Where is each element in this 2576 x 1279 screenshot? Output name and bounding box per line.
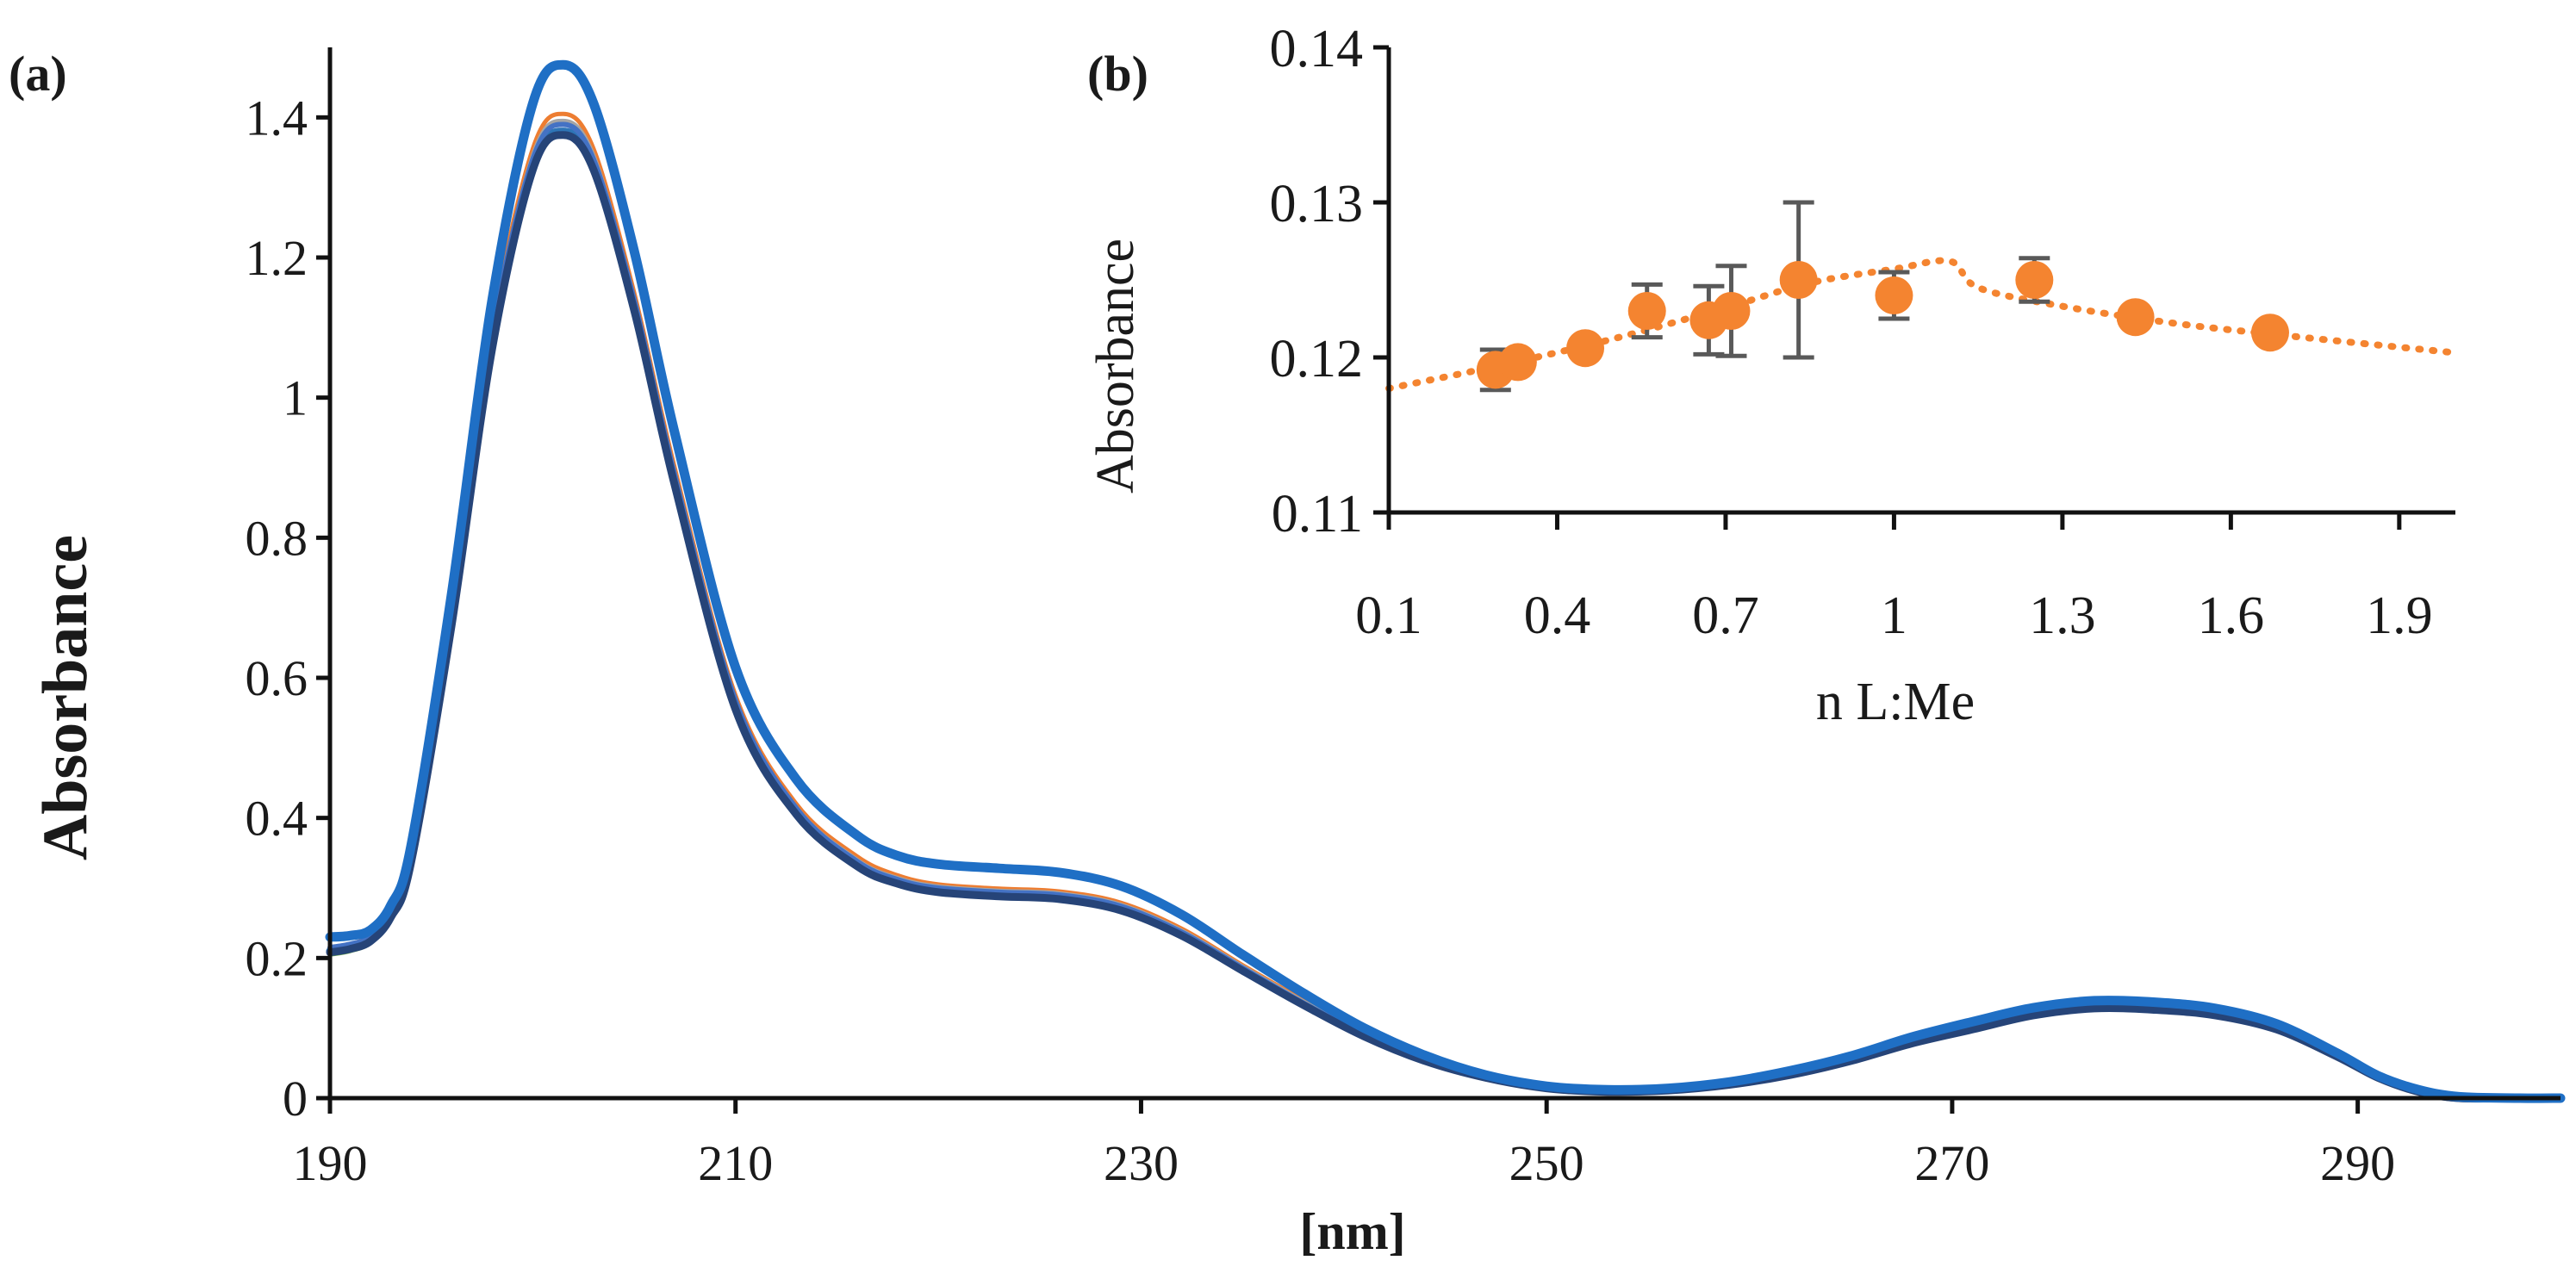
panel-b-axes (1386, 47, 2455, 515)
panel-a-ytick-label: 1.4 (246, 90, 308, 146)
panel-b-xtick-label: 1.3 (2029, 587, 2096, 645)
panel-b-ytick-label: 0.13 (1270, 175, 1364, 233)
panel-a-series-6-line (326, 131, 2565, 1103)
panel-a-ytick-label: 1 (283, 370, 308, 426)
panel-b-ylabel: Absorbance (1086, 239, 1145, 494)
panel-a-ytick-label: 0.2 (246, 930, 308, 986)
panel-b-xtick-label: 1.9 (2366, 587, 2433, 645)
panel-b-data-point (1779, 261, 1818, 299)
panel-b-data-point (2250, 314, 2289, 352)
panel-a-xlabel: [nm] (1299, 1203, 1405, 1260)
panel-b-data-point (1566, 329, 1605, 368)
panel-a-xtick-label: 290 (2320, 1135, 2395, 1191)
panel-a-ticks: 0 0.2 0.4 0.6 0.8 1 1.2 1.4 190 210 230 250 270 290 (246, 90, 2396, 1191)
panel-b-points (1476, 200, 2289, 393)
panel-b-xtick-label: 1.6 (2198, 587, 2265, 645)
panel-b-xtick-label: 1 (1881, 587, 1907, 645)
inset-background (1068, 26, 2572, 689)
panel-a-label: (a) (9, 46, 67, 102)
panel-b-label: (b) (1087, 46, 1148, 102)
panel-a-xtick-label: 210 (698, 1135, 773, 1191)
panel-a-axes (327, 47, 2560, 1101)
panel-b-ticks: 0.11 0.12 0.13 0.14 0.1 0.4 0.7 1 1.3 1.6 1.9 (1270, 20, 2433, 645)
panel-a-xtick-label: 250 (1509, 1135, 1584, 1191)
panel-a-xtick-label: 230 (1104, 1135, 1179, 1191)
panel-b-ytick-label: 0.11 (1272, 485, 1363, 543)
panel-b-xtick-label: 0.1 (1355, 587, 1422, 645)
panel-a-ylabel: Absorbance (30, 535, 101, 860)
panel-b-ytick-label: 0.14 (1270, 20, 1364, 78)
panel-b-data-point (1627, 292, 1666, 330)
panel-a-series (325, 59, 2566, 1103)
panel-b-xlabel: n L:Me (1816, 673, 1975, 731)
panel-a-ytick-label: 0.4 (246, 791, 308, 847)
panel-b-ytick-label: 0.12 (1270, 330, 1364, 388)
panel-a-series-7-line (325, 59, 2566, 1103)
panel-b-data-point (1712, 292, 1751, 330)
panel-b-data-point (2116, 298, 2155, 337)
panel-b-data-point (1498, 343, 1537, 382)
panel-b-xtick-label: 0.7 (1692, 587, 1759, 645)
panel-b-data-point (1875, 276, 1913, 314)
panel-a-ytick-label: 0.8 (246, 510, 308, 566)
panel-a-xtick-label: 270 (1914, 1135, 1989, 1191)
panel-b-xtick-label: 0.4 (1524, 587, 1591, 645)
panel-a-xtick-label: 190 (293, 1135, 368, 1191)
panel-a-ytick-label: 0 (283, 1071, 308, 1127)
panel-a-ytick-label: 0.6 (246, 650, 308, 706)
panel-a-ytick-label: 1.2 (246, 230, 308, 286)
panel-b-data-point (2015, 261, 2054, 299)
